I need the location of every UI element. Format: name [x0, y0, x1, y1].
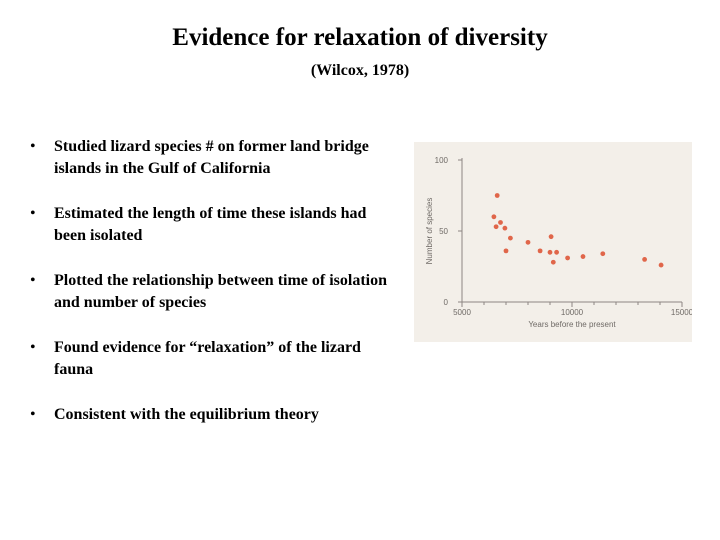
bullet-text: Studied lizard species # on former land …: [54, 138, 369, 177]
data-point: [493, 224, 499, 230]
scatter-chart: 0 50 100 5000 10000 15000 Number of species Y…: [425, 156, 692, 329]
bullet-text: Estimated the length of time these islan…: [54, 205, 367, 244]
data-point: [491, 214, 497, 220]
bullet-glyph: •: [30, 205, 36, 222]
bullet-text: Found evidence for “relaxation” of the l…: [54, 339, 361, 378]
slide-subtitle: (Wilcox, 1978): [0, 62, 720, 80]
x-tick-label: 15000: [671, 308, 692, 317]
bullet-item: • Studied lizard species # on former land…: [28, 136, 388, 180]
bullet-text: Consistent with the equilibrium theory: [54, 406, 319, 423]
y-tick-label: 100: [435, 156, 449, 165]
data-point: [580, 254, 586, 259]
bullet-glyph: •: [30, 339, 36, 356]
data-point: [547, 249, 553, 255]
data-point: [600, 251, 606, 257]
scatter-chart-image: 0 50 100 5000 10000 15000 Number of species Y…: [414, 142, 692, 342]
data-point: [498, 220, 503, 225]
bullet-item: • Plotted the relationship between time o…: [28, 270, 388, 314]
chart-ticks: 0 50 100 5000 10000 15000: [435, 156, 692, 317]
bullet-text: Plotted the relationship between time of…: [54, 272, 388, 311]
data-point: [565, 255, 570, 261]
data-point: [537, 248, 543, 254]
bullet-glyph: •: [30, 406, 36, 423]
chart-axes: [461, 158, 682, 303]
citation-text: (Wilcox, 1978): [310, 62, 410, 79]
data-point: [508, 235, 513, 241]
data-point: [658, 262, 664, 268]
bullet-glyph: •: [30, 138, 36, 155]
slide-title: Evidence for relaxation of diversity: [172, 24, 548, 51]
x-axis-label: Years before the present: [528, 320, 616, 329]
data-point: [642, 257, 647, 262]
x-tick-label: 10000: [561, 308, 584, 317]
data-point: [503, 248, 509, 254]
x-tick-label: 5000: [453, 308, 471, 317]
data-point: [550, 259, 556, 265]
y-axis-label: Number of species: [425, 198, 434, 265]
data-point: [494, 193, 500, 198]
chart-points: [491, 193, 664, 268]
data-point: [554, 249, 559, 255]
bullet-item: • Found evidence for “relaxation” of the …: [28, 337, 388, 381]
y-tick-label: 0: [444, 298, 449, 307]
data-point: [548, 234, 554, 240]
data-point: [502, 225, 508, 231]
data-point: [525, 239, 531, 245]
bullet-item: • Estimated the length of time these isla…: [28, 203, 388, 247]
y-tick-label: 50: [439, 227, 448, 236]
bullet-glyph: •: [30, 272, 36, 289]
bullet-item: • Consistent with the equilibrium theory: [28, 404, 388, 426]
bullet-list: • Studied lizard species # on former land…: [28, 136, 388, 449]
